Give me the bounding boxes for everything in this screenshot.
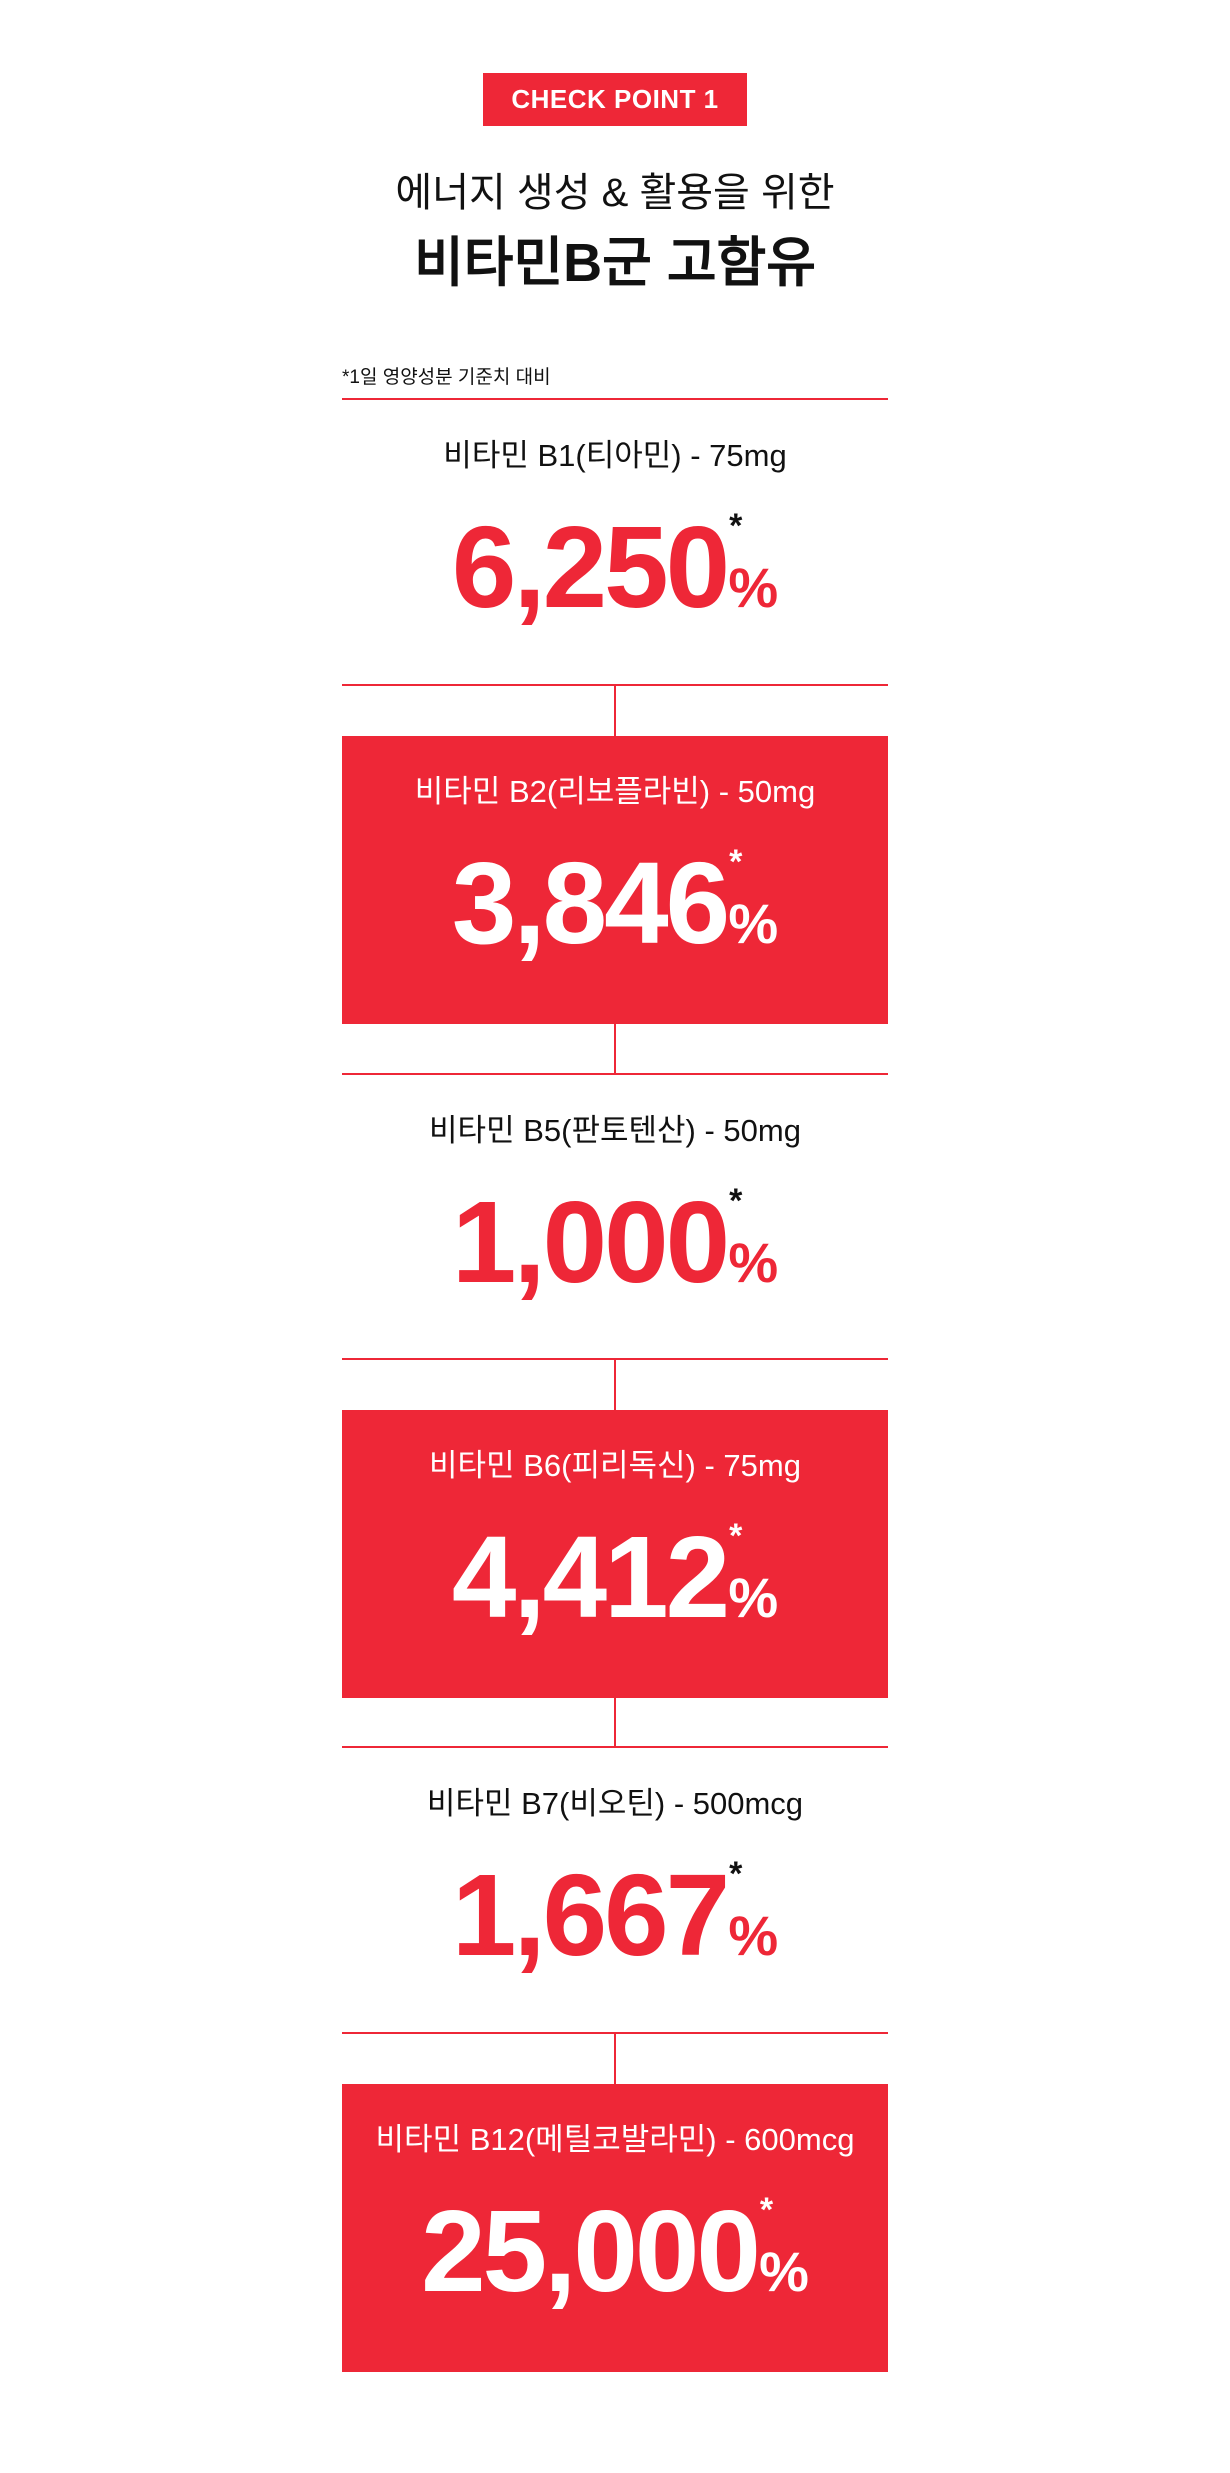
connector-line (614, 1024, 616, 1074)
vitamin-label: 비타민 B7(비오틴) - 500mcg (426, 1786, 804, 1821)
percent-sign: % (728, 556, 779, 619)
percent-sign: % (728, 892, 779, 955)
vitamin-b7-card: 비타민 B7(비오틴) - 500mcg 1,667*% (342, 1748, 888, 2036)
vitamin-b1-card: 비타민 B1(티아민) - 75mg 6,250*% (342, 400, 888, 688)
vitamin-percent-value: 3,846 (451, 838, 730, 968)
percent-sign: % (759, 2240, 809, 2303)
percent-sign: % (728, 1904, 779, 1967)
vitamin-b6-card: 비타민 B6(피리독신) - 75mg 4,412*% (342, 1410, 888, 1698)
vitamin-percent-value: 4,412 (451, 1512, 730, 1642)
connector-line (614, 1698, 616, 1748)
vitamin-value-group: 25,000*% (342, 2184, 888, 2318)
section-subtitle: 에너지 생성 & 활용을 위한 (395, 171, 835, 215)
footnote-asterisk: * (759, 2191, 774, 2229)
divider-line (342, 684, 888, 686)
connector-line (614, 2034, 616, 2084)
footnote: *1일 영양성분 기준치 대비 (342, 367, 551, 388)
vitamin-percent-value: 1,000 (451, 1177, 730, 1307)
percent-sign: % (728, 1231, 779, 1294)
divider-line (342, 398, 888, 400)
connector-line (614, 1360, 616, 1410)
vitamin-percent-value: 1,667 (451, 1850, 730, 1980)
vitamin-percent-value: 6,250 (451, 502, 730, 632)
vitamin-percent-value: 25,000 (421, 2186, 761, 2316)
vitamin-label: 비타민 B6(피리독신) - 75mg (429, 1448, 801, 1483)
vitamin-b2-card: 비타민 B2(리보플라빈) - 50mg 3,846*% (342, 736, 888, 1024)
divider-line (342, 1073, 888, 1075)
divider-line (342, 1746, 888, 1748)
divider-line (342, 2032, 888, 2034)
vitamin-value-group: 4,412*% (342, 1510, 888, 1644)
connector-line (614, 686, 616, 736)
vitamin-b5-card: 비타민 B5(판토텐산) - 50mg 1,000*% (342, 1075, 888, 1363)
footnote-asterisk: * (729, 1517, 743, 1555)
vitamin-value-group: 6,250*% (342, 500, 888, 634)
footnote-asterisk: * (729, 507, 743, 545)
vitamin-label: 비타민 B5(판토텐산) - 50mg (429, 1113, 801, 1148)
section-headline: 비타민B군 고함유 (414, 233, 816, 293)
percent-sign: % (728, 1566, 779, 1629)
check-point-badge: CHECK POINT 1 (483, 73, 747, 126)
footnote-asterisk: * (729, 1182, 743, 1220)
vitamin-label: 비타민 B2(리보플라빈) - 50mg (414, 774, 816, 809)
vitamin-value-group: 3,846*% (342, 836, 888, 970)
vitamin-label: 비타민 B12(메틸코발라민) - 600mcg (375, 2122, 855, 2157)
vitamin-b12-card: 비타민 B12(메틸코발라민) - 600mcg 25,000*% (342, 2084, 888, 2372)
divider-line (342, 1358, 888, 1360)
footnote-asterisk: * (729, 1855, 743, 1893)
vitamin-label: 비타민 B1(티아민) - 75mg (443, 438, 787, 473)
vitamin-value-group: 1,667*% (342, 1848, 888, 1982)
footnote-asterisk: * (729, 843, 743, 881)
vitamin-value-group: 1,000*% (342, 1175, 888, 1309)
